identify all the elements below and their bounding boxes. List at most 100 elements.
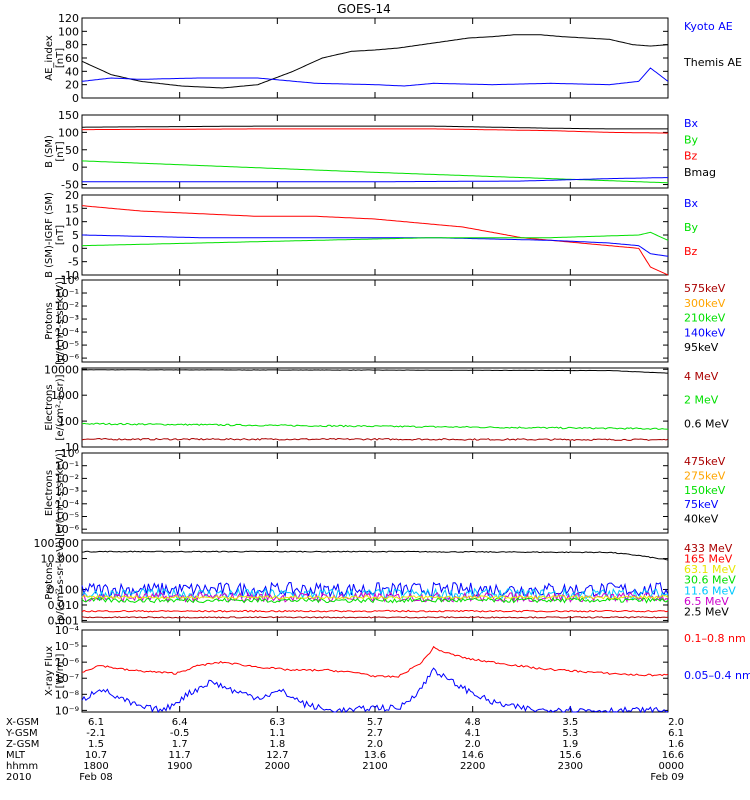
series-line bbox=[81, 616, 669, 619]
y-tick-label: 10 bbox=[65, 216, 79, 229]
x-axis-cell: 2.0 bbox=[367, 739, 383, 750]
x-axis-cell: 4.8 bbox=[465, 717, 481, 728]
plot-title: GOES-14 bbox=[337, 2, 391, 16]
y-axis-label: B (SM)-IGRF (SM) bbox=[44, 192, 55, 278]
series-line bbox=[82, 177, 668, 183]
legend-entry: 275keV bbox=[684, 469, 726, 482]
y-tick-label: 100.000 bbox=[34, 537, 80, 550]
y-tick-label: 10⁻² bbox=[55, 300, 79, 313]
y-axis-unit: [W/m²] bbox=[55, 653, 66, 688]
x-axis-cell: 3.5 bbox=[562, 717, 578, 728]
x-axis-cell: 4.1 bbox=[465, 728, 481, 739]
y-tick-label: 10⁻⁵ bbox=[55, 640, 79, 653]
y-tick-label: 10 bbox=[65, 441, 79, 454]
y-tick-label: 10⁻⁷ bbox=[55, 672, 79, 685]
y-axis-unit: [p/(cm²-s-sr-keV)] bbox=[55, 537, 66, 625]
y-tick-label: 50 bbox=[65, 144, 79, 157]
y-tick-label: 10⁻⁵ bbox=[55, 339, 79, 352]
x-axis-cell: 12.7 bbox=[266, 750, 288, 761]
legend-entry: 30.6 MeV bbox=[684, 574, 736, 587]
y-tick-label: 80 bbox=[65, 39, 79, 52]
x-axis-cell: 2200 bbox=[460, 761, 485, 772]
y-tick-label: 0.001 bbox=[48, 614, 80, 627]
y-tick-label: 0.100 bbox=[48, 584, 80, 597]
legend-entry: Bz bbox=[684, 245, 698, 258]
x-axis-cell: 5.3 bbox=[562, 728, 578, 739]
legend-entry: Kyoto AE bbox=[684, 20, 733, 33]
y-tick-label: 40 bbox=[65, 65, 79, 78]
x-axis-cell: 16.6 bbox=[662, 750, 684, 761]
y-tick-label: 0 bbox=[72, 242, 79, 255]
x-axis-row-label: Y-GSM bbox=[5, 728, 38, 739]
legend-entry: Themis AE bbox=[683, 56, 742, 69]
y-tick-label: 10⁻⁴ bbox=[55, 624, 80, 637]
x-axis-cell: -0.5 bbox=[170, 728, 190, 739]
x-axis-cell: 10.7 bbox=[85, 750, 107, 761]
x-axis-cell: -2.1 bbox=[86, 728, 106, 739]
series-line bbox=[81, 609, 669, 613]
y-tick-label: -10 bbox=[61, 269, 79, 282]
y-axis-label: Protons bbox=[44, 562, 55, 599]
y-tick-label: 10⁻⁶ bbox=[55, 352, 80, 365]
y-tick-label: 10⁻⁸ bbox=[55, 688, 80, 701]
series-line bbox=[81, 594, 669, 600]
y-tick-label: 10.000 bbox=[41, 553, 80, 566]
x-axis-cell: 1.8 bbox=[269, 739, 285, 750]
series-line bbox=[81, 34, 669, 89]
y-axis-unit: [nT] bbox=[55, 141, 66, 161]
x-axis-cell: 13.6 bbox=[364, 750, 386, 761]
x-axis-cell: 2000 bbox=[265, 761, 290, 772]
x-axis-cell: 1800 bbox=[83, 761, 108, 772]
y-tick-label: 10⁻⁵ bbox=[55, 510, 79, 523]
legend-entry: 150keV bbox=[684, 484, 726, 497]
x-axis-cell: 2.0 bbox=[465, 739, 481, 750]
y-tick-label: 0.010 bbox=[48, 599, 80, 612]
x-axis-cell: 6.1 bbox=[88, 717, 104, 728]
y-tick-label: 0 bbox=[72, 92, 79, 105]
panel-frame bbox=[81, 279, 669, 363]
x-axis-cell: 0000 bbox=[659, 761, 684, 772]
x-axis-row-label: Z-GSM bbox=[6, 739, 39, 750]
y-tick-label: 20 bbox=[65, 79, 79, 92]
y-tick-label: 1000 bbox=[51, 389, 79, 402]
x-axis-row-label: 2010 bbox=[6, 772, 31, 783]
legend-entry: 165 MeV bbox=[684, 553, 733, 566]
x-axis-cell: 1.9 bbox=[562, 739, 578, 750]
legend-entry: 0.1–0.8 nm bbox=[684, 632, 746, 645]
y-tick-label: 100 bbox=[58, 415, 79, 428]
x-axis-row-label: X-GSM bbox=[6, 717, 39, 728]
panel-frame bbox=[81, 17, 669, 99]
y-tick-label: 10⁻⁴ bbox=[55, 498, 80, 511]
y-axis-label: Electrons bbox=[44, 384, 55, 430]
y-tick-label: 10⁻² bbox=[55, 472, 79, 485]
legend-entry: 0.6 MeV bbox=[684, 417, 729, 430]
legend-entry: Bx bbox=[684, 197, 699, 210]
legend-entry: 575keV bbox=[684, 282, 726, 295]
y-tick-label: 60 bbox=[65, 52, 79, 65]
x-axis-cell: 6.4 bbox=[172, 717, 188, 728]
y-axis-unit: [e/(cm²-s-sr)] bbox=[55, 374, 66, 440]
legend-entry: By bbox=[684, 133, 699, 146]
legend-entry: 11.6 MeV bbox=[684, 584, 736, 597]
y-tick-label: 20 bbox=[65, 189, 79, 202]
y-axis-unit: [nT] bbox=[55, 225, 66, 245]
series-line bbox=[81, 67, 669, 87]
legend-entry: 75keV bbox=[684, 498, 719, 511]
legend-entry: 300keV bbox=[684, 297, 726, 310]
y-tick-label: 150 bbox=[58, 109, 79, 122]
y-tick-label: 10⁰ bbox=[61, 274, 80, 287]
x-axis-cell: 11.7 bbox=[169, 750, 191, 761]
y-axis-label: X-ray Flux bbox=[44, 646, 55, 696]
legend-entry: 433 MeV bbox=[684, 542, 733, 555]
y-axis-label: Electrons bbox=[44, 470, 55, 516]
x-axis-cell: Feb 09 bbox=[650, 772, 684, 783]
x-axis-cell: 5.7 bbox=[367, 717, 383, 728]
x-axis-cell: 2100 bbox=[362, 761, 387, 772]
x-axis-cell: 1.7 bbox=[172, 739, 188, 750]
legend-entry: 0.05–0.4 nm bbox=[684, 669, 750, 682]
x-axis-row-label: hhmm bbox=[6, 761, 38, 772]
y-axis-unit: [p/(cm²-s-sr-keV)] bbox=[55, 277, 66, 365]
series-line bbox=[82, 234, 669, 257]
y-tick-label: 10⁰ bbox=[61, 447, 80, 460]
